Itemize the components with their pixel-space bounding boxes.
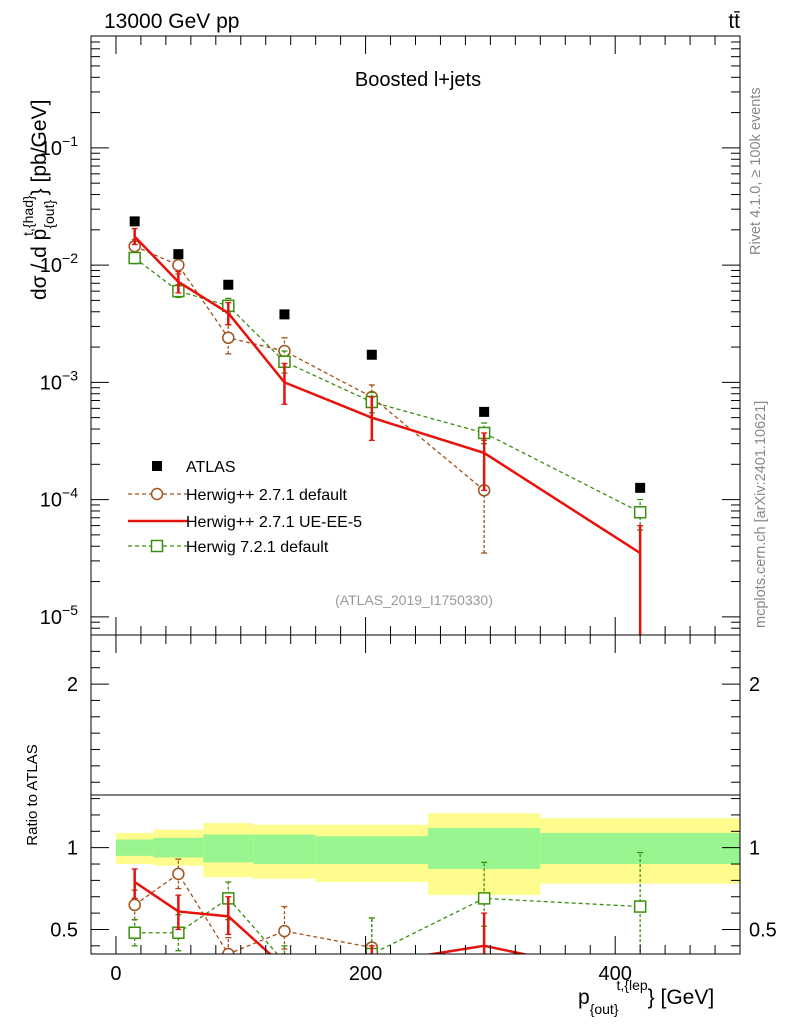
ratio-y-tick-label-right: 2 [749, 674, 760, 696]
ratio-point [279, 957, 290, 968]
ratio-panel: 0.5 0.5 1 1 2 2 0 200 400 Ratio to ATLAS p{out}… [24, 634, 777, 1017]
band-green [253, 834, 316, 865]
ratio-series-line [134, 872, 372, 954]
band-green [203, 834, 254, 863]
x-tick-label: 0 [110, 963, 121, 985]
x-tick-labels: 0 200 400 [110, 963, 631, 985]
tick-label-exp: −3 [62, 367, 78, 383]
ratio-axis-ticks [91, 634, 741, 954]
main-series-layer [128, 216, 647, 635]
main-point [479, 406, 490, 417]
main-y-tick-label: 10−5 [40, 602, 78, 629]
ratio-y-tick-label-right: 0.5 [749, 919, 777, 941]
main-point [173, 249, 184, 260]
main-y-tick-label: 10−4 [40, 485, 78, 512]
ratio-y-tick-label-left: 2 [67, 674, 78, 696]
tick-label-base: 10 [40, 607, 62, 629]
main-series-herwig-2-7-1-ue-ee-5 [131, 227, 644, 635]
ratio-frame [90, 634, 741, 955]
ratio-y-tick-label-right: 1 [749, 838, 760, 860]
legend-label: ATLAS [186, 459, 236, 476]
main-y-tick-labels: 10−510−410−310−210−1 [40, 133, 78, 629]
ratio-point [633, 900, 647, 913]
main-point [172, 258, 185, 272]
y-label-tail: } [pb/GeV] [28, 100, 51, 196]
x-label-sub: {out} [590, 1001, 619, 1017]
legend-label: Herwig++ 2.7.1 UE-EE-5 [186, 514, 362, 531]
main-point [129, 216, 140, 227]
ratio-point [128, 926, 141, 939]
rivet-label: Rivet 4.1.0, ≥ 100k events [748, 87, 764, 255]
legend-marker [150, 539, 164, 553]
band-green [315, 836, 428, 865]
ratio-point [477, 892, 491, 905]
main-series-atlas [129, 216, 646, 493]
x-axis-label: p{out} t,{lep} [GeV] [578, 977, 714, 1017]
x-label-tail: } [GeV] [648, 986, 715, 1009]
tick-label-base: 10 [40, 255, 62, 277]
ratio-series-herwig-2-7-1-ue-ee-5 [131, 868, 530, 954]
tick-label-exp: −5 [62, 602, 78, 618]
legend-marker [150, 487, 164, 501]
tick-label-base: 10 [40, 490, 62, 512]
x-label-main: p [578, 986, 590, 1009]
energy-label: 13000 GeV pp [104, 10, 239, 33]
mcplots-label: mcplots.cern.ch [arXiv:2401.10621] [753, 401, 769, 628]
ratio-point [172, 867, 185, 881]
main-y-tick-label: 10−3 [40, 367, 78, 394]
main-point [635, 482, 646, 493]
main-series-line [133, 235, 641, 555]
main-point [223, 279, 234, 290]
legend-label: Herwig++ 2.7.1 default [186, 487, 348, 504]
ratio-y-tick-label-left: 0.5 [50, 919, 78, 941]
main-point [366, 349, 377, 360]
x-label-sup: t,{lep [617, 977, 648, 993]
uncertainty-bands [115, 813, 740, 896]
main-point [128, 251, 141, 265]
ratio-point [278, 924, 291, 938]
tick-label-exp: −1 [62, 133, 78, 149]
y-label-sup: t,{had} [20, 195, 36, 236]
ratio-series-line [133, 880, 530, 954]
x-tick-label: 400 [599, 963, 632, 985]
main-panel: 10−510−410−310−210−1 Boosted l+jets (ATL… [20, 35, 741, 636]
main-series-line [134, 245, 485, 491]
ratio-series-layer [128, 851, 647, 968]
band-green [540, 832, 740, 865]
ratio-point [222, 947, 235, 954]
ratio-series-line [134, 897, 641, 954]
legend-label: Herwig 7.2.1 default [186, 539, 329, 556]
ratio-point [128, 898, 141, 912]
band-green [115, 839, 154, 856]
analysis-label: (ATLAS_2019_I1750330) [335, 592, 493, 608]
y-label-sub: {out} [41, 200, 57, 229]
main-axis-ticks [91, 35, 741, 636]
ratio-y-tick-label-left: 1 [67, 838, 78, 860]
x-tick-label: 200 [349, 963, 382, 985]
main-y-tick-label: 10−1 [40, 133, 78, 160]
main-y-axis-label: dσ / d p{out} t,{had}} [pb/GeV] [20, 100, 57, 300]
tick-label-exp: −4 [62, 485, 78, 501]
tick-label-exp: −2 [62, 250, 78, 266]
main-point [633, 505, 647, 519]
process-label: tt̄ [728, 10, 740, 33]
main-y-tick-label: 10−2 [40, 250, 78, 277]
main-point [222, 331, 235, 345]
band-green [153, 837, 204, 858]
y-label-main: dσ / d p [28, 229, 51, 300]
main-point [279, 309, 290, 320]
legend-marker-atlas [152, 461, 162, 471]
legend: ATLAS Herwig++ 2.7.1 default Herwig++ 2.7.… [128, 459, 362, 556]
tick-label-base: 10 [40, 372, 62, 394]
ratio-y-tick-labels: 0.5 0.5 1 1 2 2 [50, 674, 777, 941]
ratio-y-axis-label: Ratio to ATLAS [24, 744, 41, 845]
tick-label-base: 10 [40, 138, 62, 160]
chart-title: Boosted l+jets [355, 69, 481, 91]
